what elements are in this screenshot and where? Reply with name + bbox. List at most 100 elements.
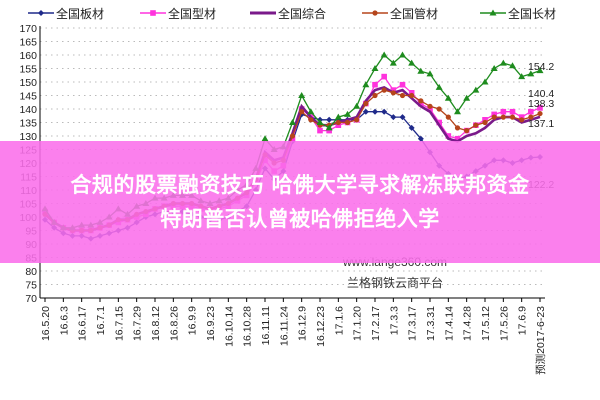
data-point bbox=[389, 59, 397, 66]
x-tick-label: 16.12.9 bbox=[297, 306, 309, 341]
data-point bbox=[491, 114, 497, 120]
data-point bbox=[482, 119, 488, 126]
legend-label: 全国长材 bbox=[508, 6, 556, 21]
data-point bbox=[509, 114, 516, 120]
data-point bbox=[499, 59, 507, 66]
legend-label: 全国型材 bbox=[168, 6, 216, 21]
y-tick-label: 145 bbox=[19, 91, 37, 103]
data-point bbox=[409, 92, 415, 99]
y-tick-label: 155 bbox=[19, 64, 37, 76]
data-point bbox=[482, 117, 488, 123]
end-value-label: 137.1 bbox=[528, 118, 554, 130]
data-point bbox=[519, 117, 525, 123]
data-point bbox=[380, 51, 388, 58]
data-point bbox=[444, 94, 452, 101]
data-point bbox=[536, 67, 544, 74]
data-point bbox=[326, 127, 332, 134]
data-point bbox=[463, 94, 471, 101]
data-point bbox=[408, 90, 415, 96]
data-point bbox=[426, 70, 434, 77]
x-tick-label: 17.3.17 bbox=[407, 306, 419, 341]
data-point bbox=[399, 81, 406, 88]
data-point bbox=[399, 114, 406, 121]
legend-marker bbox=[372, 10, 378, 16]
data-point bbox=[344, 119, 351, 126]
x-tick-label: 17.4.28 bbox=[462, 306, 474, 341]
data-point bbox=[500, 114, 506, 120]
data-point bbox=[418, 98, 424, 104]
data-point bbox=[500, 108, 507, 115]
x-tick-label: 17.6.9 bbox=[517, 306, 529, 335]
end-value-label: 154.2 bbox=[528, 61, 554, 73]
y-tick-label: 80 bbox=[25, 266, 37, 278]
data-point bbox=[289, 135, 296, 142]
legend-marker bbox=[150, 10, 156, 16]
x-tick-label: 16.10.14 bbox=[223, 306, 235, 347]
x-tick-label: 16.6.3 bbox=[58, 306, 70, 335]
x-tick-label: 17.1.6 bbox=[333, 306, 345, 335]
data-point bbox=[381, 73, 387, 80]
headline-line-1: 合规的股票融资技巧 哈佛大学寻求解冻联邦资金 bbox=[70, 173, 530, 197]
x-tick-label: 16.8.12 bbox=[150, 306, 162, 341]
data-point bbox=[372, 108, 378, 115]
legend-label: 全国综合 bbox=[278, 6, 326, 21]
data-point bbox=[363, 101, 369, 107]
y-tick-label: 170 bbox=[19, 23, 37, 35]
data-point bbox=[362, 108, 369, 115]
data-point bbox=[464, 128, 470, 134]
x-tick-label: 16.11.11 bbox=[260, 306, 272, 345]
data-point bbox=[408, 124, 415, 131]
data-point bbox=[435, 83, 443, 90]
y-tick-label: 130 bbox=[19, 131, 37, 143]
data-point bbox=[354, 117, 360, 123]
data-point bbox=[334, 113, 342, 120]
x-tick-label: 17.3.31 bbox=[425, 306, 437, 341]
data-point bbox=[454, 125, 461, 131]
data-point bbox=[335, 119, 341, 126]
y-tick-label: 75 bbox=[25, 280, 37, 292]
data-point bbox=[490, 65, 498, 71]
x-tick-label: 17.5.26 bbox=[498, 306, 510, 341]
data-point bbox=[454, 135, 461, 142]
data-point bbox=[418, 100, 424, 107]
data-point bbox=[390, 90, 396, 96]
data-point bbox=[298, 92, 306, 98]
headline-banner[interactable]: 合规的股票融资技巧 哈佛大学寻求解冻联邦资金 特朗普否认曾被哈佛拒绝入学 bbox=[0, 141, 600, 263]
data-point bbox=[381, 87, 387, 93]
y-tick-label: 150 bbox=[19, 77, 37, 89]
data-point bbox=[537, 105, 543, 111]
data-point bbox=[527, 70, 535, 77]
data-point bbox=[353, 102, 361, 109]
data-point bbox=[399, 51, 406, 58]
x-tick-label: 预测2017-6-23 bbox=[534, 306, 547, 375]
y-tick-label: 135 bbox=[19, 118, 37, 130]
data-point bbox=[307, 108, 315, 115]
data-point bbox=[518, 73, 526, 80]
legend-label: 全国管材 bbox=[390, 6, 438, 21]
end-value-label: 140.4 bbox=[528, 88, 554, 100]
data-point bbox=[427, 106, 433, 112]
legend-marker bbox=[38, 10, 44, 16]
y-tick-label: 140 bbox=[19, 104, 37, 116]
y-tick-label: 160 bbox=[19, 50, 37, 62]
data-point bbox=[381, 108, 388, 115]
data-point bbox=[417, 135, 424, 142]
data-point bbox=[308, 117, 314, 123]
data-point bbox=[436, 106, 442, 112]
data-point bbox=[528, 108, 534, 115]
data-point bbox=[445, 133, 452, 139]
data-point bbox=[509, 62, 516, 69]
x-tick-label: 16.5.20 bbox=[40, 306, 52, 341]
x-tick-label: 16.7.1 bbox=[95, 306, 107, 335]
data-point bbox=[317, 127, 323, 134]
data-point bbox=[509, 108, 516, 115]
x-tick-label: 17.2.17 bbox=[370, 306, 382, 341]
data-point bbox=[454, 108, 461, 115]
x-tick-label: 17.4.14 bbox=[443, 306, 455, 341]
data-point bbox=[326, 116, 333, 123]
x-tick-label: 16.8.26 bbox=[168, 306, 180, 341]
legend-label: 全国板材 bbox=[56, 6, 104, 21]
data-point bbox=[390, 87, 397, 93]
data-point bbox=[436, 119, 442, 126]
y-tick-label: 165 bbox=[19, 37, 37, 49]
